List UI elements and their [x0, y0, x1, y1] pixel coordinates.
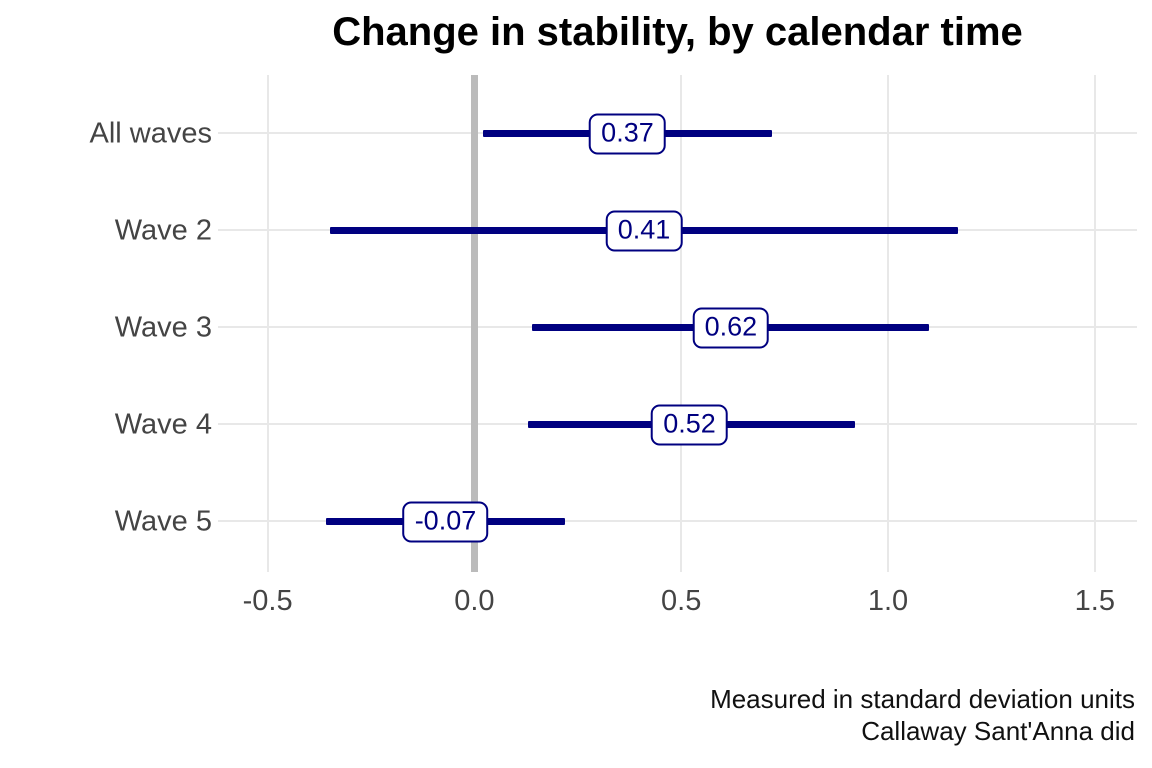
y-axis-label: Wave 5	[114, 505, 212, 538]
x-tick-label: -0.5	[242, 585, 293, 617]
x-tick-label: 0.5	[661, 585, 702, 617]
estimate-label-box: 0.62	[692, 307, 770, 349]
caption-line-1: Measured in standard deviation units	[710, 684, 1135, 714]
y-axis-label: All waves	[89, 117, 213, 150]
zero-reference-line	[470, 75, 478, 572]
x-tick-label: 0.0	[454, 585, 495, 617]
h-gridline	[218, 520, 1137, 522]
x-tick-label: 1.0	[867, 585, 909, 617]
y-axis-label: Wave 2	[114, 214, 212, 247]
y-axis-label: Wave 3	[114, 311, 212, 344]
v-gridline	[887, 75, 890, 572]
estimate-label-box: 0.41	[605, 210, 683, 252]
y-axis-label: Wave 4	[114, 408, 212, 441]
chart-caption: Measured in standard deviation units Cal…	[710, 684, 1135, 747]
estimate-label-box: 0.37	[589, 113, 666, 155]
caption-line-2: Callaway Sant'Anna did	[861, 715, 1135, 746]
v-gridline	[266, 75, 269, 572]
v-gridline	[680, 75, 683, 572]
estimate-label-box: -0.07	[402, 501, 489, 543]
v-gridline	[1093, 75, 1096, 572]
x-tick-label: 1.5	[1074, 585, 1115, 617]
chart-title: Change in stability, by calendar time	[332, 10, 1023, 54]
estimate-label-box: 0.52	[651, 404, 728, 446]
